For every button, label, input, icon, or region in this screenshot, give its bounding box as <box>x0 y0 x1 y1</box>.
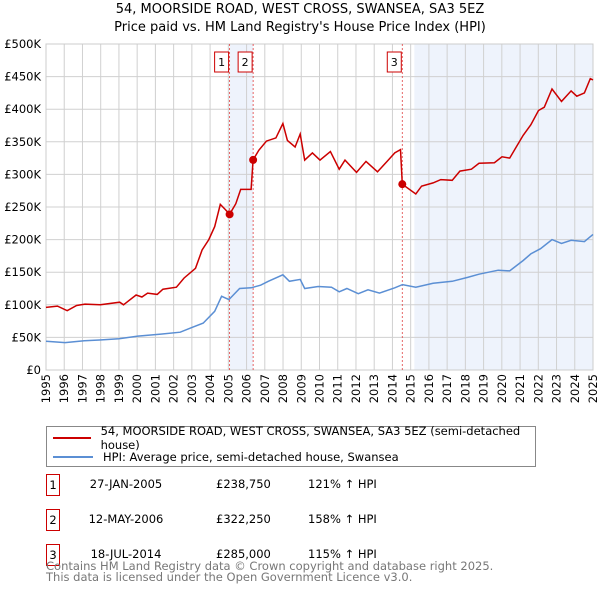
sale-number-badge: 1 <box>46 474 60 496</box>
sale-hpi-change: 121% ↑ HPI <box>308 477 377 491</box>
x-tick-label: 2024 <box>568 374 582 403</box>
price-chart: 1995 1996 1997 1998 1999 2000 2001 2002 2003 2004… <box>4 37 600 403</box>
legend-item-hpi: HPI: Average price, semi-detached house,… <box>53 449 399 465</box>
y-tick-label: £100K <box>4 298 41 312</box>
x-tick-label: 2014 <box>385 374 399 403</box>
sale-date: 18-JUL-2014 <box>90 547 162 561</box>
x-tick-label: 2002 <box>167 374 181 403</box>
x-tick-label: 2025 <box>586 374 600 403</box>
sale-hpi-change: 115% ↑ HPI <box>308 547 377 561</box>
x-tick-label: 2005 <box>221 374 235 403</box>
x-tick-label: 2015 <box>404 374 418 403</box>
x-tick-label: 1998 <box>94 374 108 403</box>
x-tick-label: 2001 <box>148 374 162 403</box>
x-tick-label: 2003 <box>185 374 199 403</box>
x-tick-label: 2021 <box>513 374 527 403</box>
x-tick-label: 2009 <box>294 374 308 403</box>
legend-swatch-blue <box>53 456 93 458</box>
sale-price: £322,250 <box>216 512 271 526</box>
legend-item-property: 54, MOORSIDE ROAD, WEST CROSS, SWANSEA, … <box>53 424 535 452</box>
x-tick-label: 2017 <box>440 374 454 403</box>
sale-point <box>225 210 234 219</box>
x-tick-label: 2016 <box>422 374 436 403</box>
sale-label: 2 <box>242 56 249 69</box>
x-tick-label: 2022 <box>531 374 545 403</box>
y-tick-label: £150K <box>4 265 41 279</box>
sale-label: 1 <box>218 56 225 69</box>
x-tick-label: 1995 <box>39 374 53 403</box>
sale-label-box <box>386 51 402 73</box>
footer-licence: This data is licensed under the Open Gov… <box>46 570 413 584</box>
footer-copyright: Contains HM Land Registry data © Crown c… <box>46 559 494 573</box>
x-tick-label: 2023 <box>550 374 564 403</box>
y-tick-label: £350K <box>4 135 41 149</box>
y-tick-label: £250K <box>4 200 41 214</box>
x-tick-label: 2006 <box>240 374 254 403</box>
y-tick-label: £50K <box>12 330 42 344</box>
sale-date: 12-MAY-2006 <box>88 512 164 526</box>
x-tick-label: 2004 <box>203 374 217 403</box>
x-tick-label: 1999 <box>112 374 126 403</box>
y-tick-label: £450K <box>4 70 41 84</box>
y-tick-label: £200K <box>4 233 41 247</box>
y-tick-label: £0 <box>26 363 41 377</box>
x-tick-label: 2019 <box>477 374 491 403</box>
sale-label: 3 <box>391 56 398 69</box>
legend-swatch-red <box>53 437 91 439</box>
hpi-series-line <box>45 233 594 344</box>
x-tick-label: 2012 <box>349 374 363 403</box>
sale-number-badge: 2 <box>46 509 60 531</box>
chart-title: 54, MOORSIDE ROAD, WEST CROSS, SWANSEA, … <box>115 2 485 17</box>
y-tick-label: £500K <box>4 37 41 51</box>
sale-hpi-change: 158% ↑ HPI <box>308 512 377 526</box>
chart-subtitle: Price paid vs. HM Land Registry's House … <box>114 20 486 35</box>
sale-number-badge: 3 <box>46 544 60 566</box>
sale-date: 27-JAN-2005 <box>89 477 163 491</box>
sale-price: £285,000 <box>216 547 271 561</box>
legend-label: 54, MOORSIDE ROAD, WEST CROSS, SWANSEA, … <box>100 424 521 452</box>
x-tick-label: 2007 <box>258 374 272 403</box>
sale-label-box <box>237 51 253 73</box>
legend: 54, MOORSIDE ROAD, WEST CROSS, SWANSEA, … <box>46 424 536 467</box>
x-tick-label: 2000 <box>130 374 144 403</box>
x-tick-label: 2010 <box>313 374 327 403</box>
x-tick-label: 2018 <box>458 374 472 403</box>
x-tick-label: 1996 <box>57 374 71 403</box>
x-tick-label: 1997 <box>75 374 89 403</box>
sale-price: £238,750 <box>216 477 271 491</box>
plot-border <box>45 43 594 371</box>
legend-label: HPI: Average price, semi-detached house,… <box>103 450 399 464</box>
x-tick-label: 2008 <box>276 374 290 403</box>
sale-point <box>398 180 407 189</box>
property-series-line <box>45 77 594 312</box>
sale-label-box <box>214 51 230 73</box>
sale-point <box>249 155 258 164</box>
y-tick-label: £300K <box>4 167 41 181</box>
y-tick-label: £400K <box>4 102 41 116</box>
x-tick-label: 2020 <box>495 374 509 403</box>
x-tick-label: 2011 <box>331 374 345 403</box>
x-tick-label: 2013 <box>367 374 381 403</box>
